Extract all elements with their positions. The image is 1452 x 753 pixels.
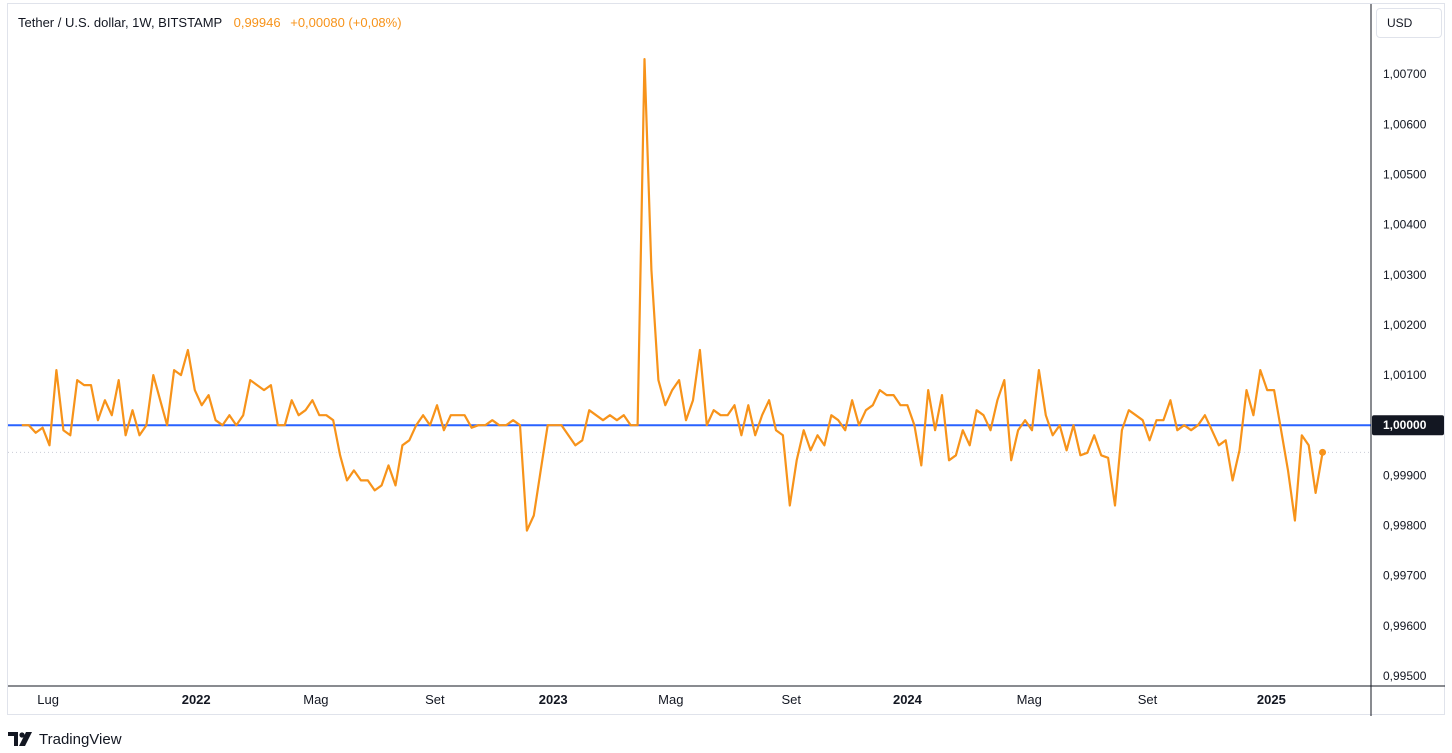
chart-legend: Tether / U.S. dollar, 1W, BITSTAMP 0,999… <box>18 15 402 30</box>
x-tick-label: Set <box>781 692 801 707</box>
y-tick-label: 1,00600 <box>1383 117 1427 131</box>
tradingview-brand: TradingView <box>39 730 122 748</box>
tradingview-logo-icon <box>8 732 32 746</box>
currency-button[interactable]: USD <box>1376 8 1442 38</box>
last-price: 0,99946 <box>233 15 281 30</box>
x-tick-label: 2023 <box>539 692 568 707</box>
y-marker-label: 1,00000 <box>1383 418 1427 432</box>
y-tick-label: 1,00500 <box>1383 167 1427 181</box>
x-tick-label: Mag <box>658 692 683 707</box>
price-series-line <box>21 58 1324 532</box>
x-tick-label: Mag <box>303 692 328 707</box>
last-point-marker <box>1319 448 1327 456</box>
x-tick-label: Mag <box>1017 692 1042 707</box>
y-tick-label: 0,99900 <box>1383 468 1427 482</box>
y-tick-label: 1,00700 <box>1383 67 1427 81</box>
x-tick-label: 2024 <box>893 692 923 707</box>
y-marker-box <box>1372 415 1444 436</box>
y-tick-label: 1,00200 <box>1383 318 1427 332</box>
symbol-title: Tether / U.S. dollar, 1W, BITSTAMP <box>18 15 222 30</box>
y-tick-label: 1,00300 <box>1383 268 1427 282</box>
x-tick-label: Set <box>425 692 445 707</box>
y-tick-label: 1,00400 <box>1383 218 1427 232</box>
plot-layer <box>8 58 1371 532</box>
axis-layer: 0,99500 0,99600 0,99700 0,99800 0,99900 1,000… <box>8 4 1445 716</box>
y-tick-label: 0,99500 <box>1383 669 1427 683</box>
chart-frame <box>7 3 1445 715</box>
y-tick-label: 1,00100 <box>1383 368 1427 382</box>
x-tick-label: 2022 <box>182 692 211 707</box>
price-change: +0,00080 (+0,08%) <box>290 15 402 30</box>
y-tick-label: 0,99700 <box>1383 569 1427 583</box>
x-tick-label: Lug <box>37 692 59 707</box>
x-tick-label: 2025 <box>1257 692 1286 707</box>
y-tick-label: 0,99600 <box>1383 619 1427 633</box>
y-tick-label: 0,99800 <box>1383 519 1427 533</box>
x-tick-label: Set <box>1138 692 1158 707</box>
tradingview-logo[interactable]: TradingView <box>8 729 122 749</box>
